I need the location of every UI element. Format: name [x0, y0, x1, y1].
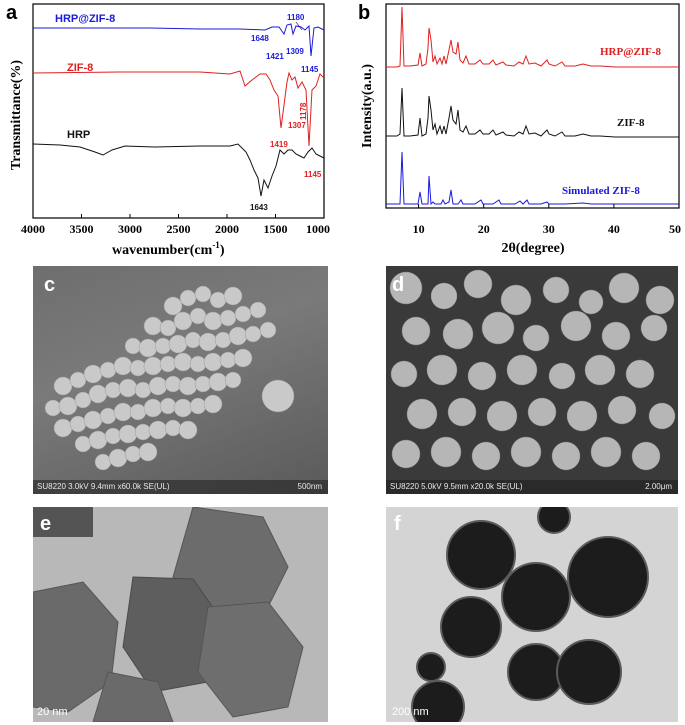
ftir-xtick-2000: 2000: [215, 222, 239, 236]
tem-image-f: 200 nm: [386, 507, 678, 722]
ftir-xtick-2500: 2500: [167, 222, 191, 236]
sem-c-particles: [44, 285, 295, 471]
panel-label-b: b: [358, 2, 371, 24]
tem-e-particles: [33, 507, 304, 722]
sem-d-particles: [389, 269, 676, 471]
ftir-xtick-1500: 1500: [264, 222, 288, 236]
ftir-label-zif: ZIF-8: [67, 62, 93, 74]
sem-d-scale: 2.00μm: [645, 482, 672, 491]
xrd-label-zif: ZIF-8: [617, 117, 645, 129]
sem-d-info: SU8220 5.0kV 9.5mm x20.0k SE(UL): [390, 482, 523, 491]
ftir-series-hrp: [32, 143, 325, 197]
ftir-label-hrpzif: HRP@ZIF-8: [55, 13, 115, 25]
xrd-xtick-30: 30: [543, 222, 555, 236]
ftir-xtick-3500: 3500: [70, 222, 94, 236]
xrd-xlabel: 2θ(degree): [501, 241, 564, 256]
ftir-peak-zif-1178: 1178: [299, 102, 308, 120]
tem-f-scale: 200 nm: [392, 706, 429, 718]
xrd-xticks: [418, 204, 680, 208]
xrd-series-zif: [386, 87, 679, 138]
xrd-series-sim: [386, 151, 679, 206]
xrd-series-hrpzif: [386, 6, 679, 68]
xrd-label-hrpzif: HRP@ZIF-8: [600, 46, 661, 58]
ftir-series-hrpzif: [33, 23, 325, 57]
panel-label-d: d: [392, 274, 405, 296]
ftir-xtick-1000: 1000: [306, 222, 330, 236]
sem-c-scale: 500nm: [297, 482, 322, 491]
ftir-peak-hrpzif-1309: 1309: [286, 47, 304, 56]
ftir-peak-zif-1307: 1307: [288, 121, 306, 130]
panel-label-c: c: [44, 274, 56, 296]
xrd-xtick-20: 20: [478, 222, 490, 236]
ftir-xtick-4000: 4000: [21, 222, 45, 236]
ftir-peak-hrpzif-1648: 1648: [251, 34, 269, 43]
ftir-label-hrp: HRP: [67, 129, 90, 141]
xrd-xtick-40: 40: [608, 222, 620, 236]
ftir-chart: HRP@ZIF-8 ZIF-8 HRP 1180 1648 1421 1309 …: [9, 3, 330, 258]
ftir-peak-hrpzif-1421: 1421: [266, 52, 284, 61]
xrd-label-sim: Simulated ZIF-8: [562, 185, 640, 197]
ftir-peak-hrpzif-1180: 1180: [287, 13, 305, 22]
tem-e-scale: 20 nm: [37, 706, 68, 718]
panel-label-e: e: [40, 513, 52, 535]
ftir-peak-line-1180: [295, 21, 303, 31]
xrd-frame: [385, 3, 680, 209]
sem-c-info: SU8220 3.0kV 9.4mm x60.0k SE(UL): [37, 482, 170, 491]
xrd-ylabel: Intensity(a.u.): [360, 64, 375, 148]
panel-label-a: a: [6, 2, 18, 24]
xrd-xtick-10: 10: [413, 222, 425, 236]
panel-label-f: f: [394, 513, 401, 535]
sem-d-info-bar: SU8220 5.0kV 9.5mm x20.0k SE(UL) 2.00μm: [386, 480, 678, 494]
xrd-chart: HRP@ZIF-8 ZIF-8 Simulated ZIF-8 10 20 30…: [360, 3, 681, 256]
sem-image-c: SU8220 3.0kV 9.4mm x60.0k SE(UL) 500nm: [33, 266, 328, 494]
xrd-xtick-50: 50: [669, 222, 681, 236]
ftir-peak-zif-1419: 1419: [270, 140, 288, 149]
ftir-series-zif: [32, 70, 325, 147]
ftir-peak-hrp-1643: 1643: [250, 203, 268, 212]
sem-c-info-bar: SU8220 3.0kV 9.4mm x60.0k SE(UL) 500nm: [33, 480, 328, 494]
ftir-peak-zif-1145: 1145: [304, 170, 322, 179]
ftir-xlabel: wavenumber(cm-1): [112, 240, 225, 258]
ftir-peak-hrpzif-1145: 1145: [301, 65, 319, 74]
tem-f-particles: [411, 507, 649, 722]
ftir-xtick-3000: 3000: [118, 222, 142, 236]
sem-image-d: SU8220 5.0kV 9.5mm x20.0k SE(UL) 2.00μm: [386, 266, 678, 494]
ftir-ylabel: Transmittance(%): [9, 60, 24, 170]
tem-image-e: 20 nm: [33, 507, 328, 722]
ftir-xticks: [32, 214, 325, 218]
ftir-frame: [32, 3, 325, 219]
